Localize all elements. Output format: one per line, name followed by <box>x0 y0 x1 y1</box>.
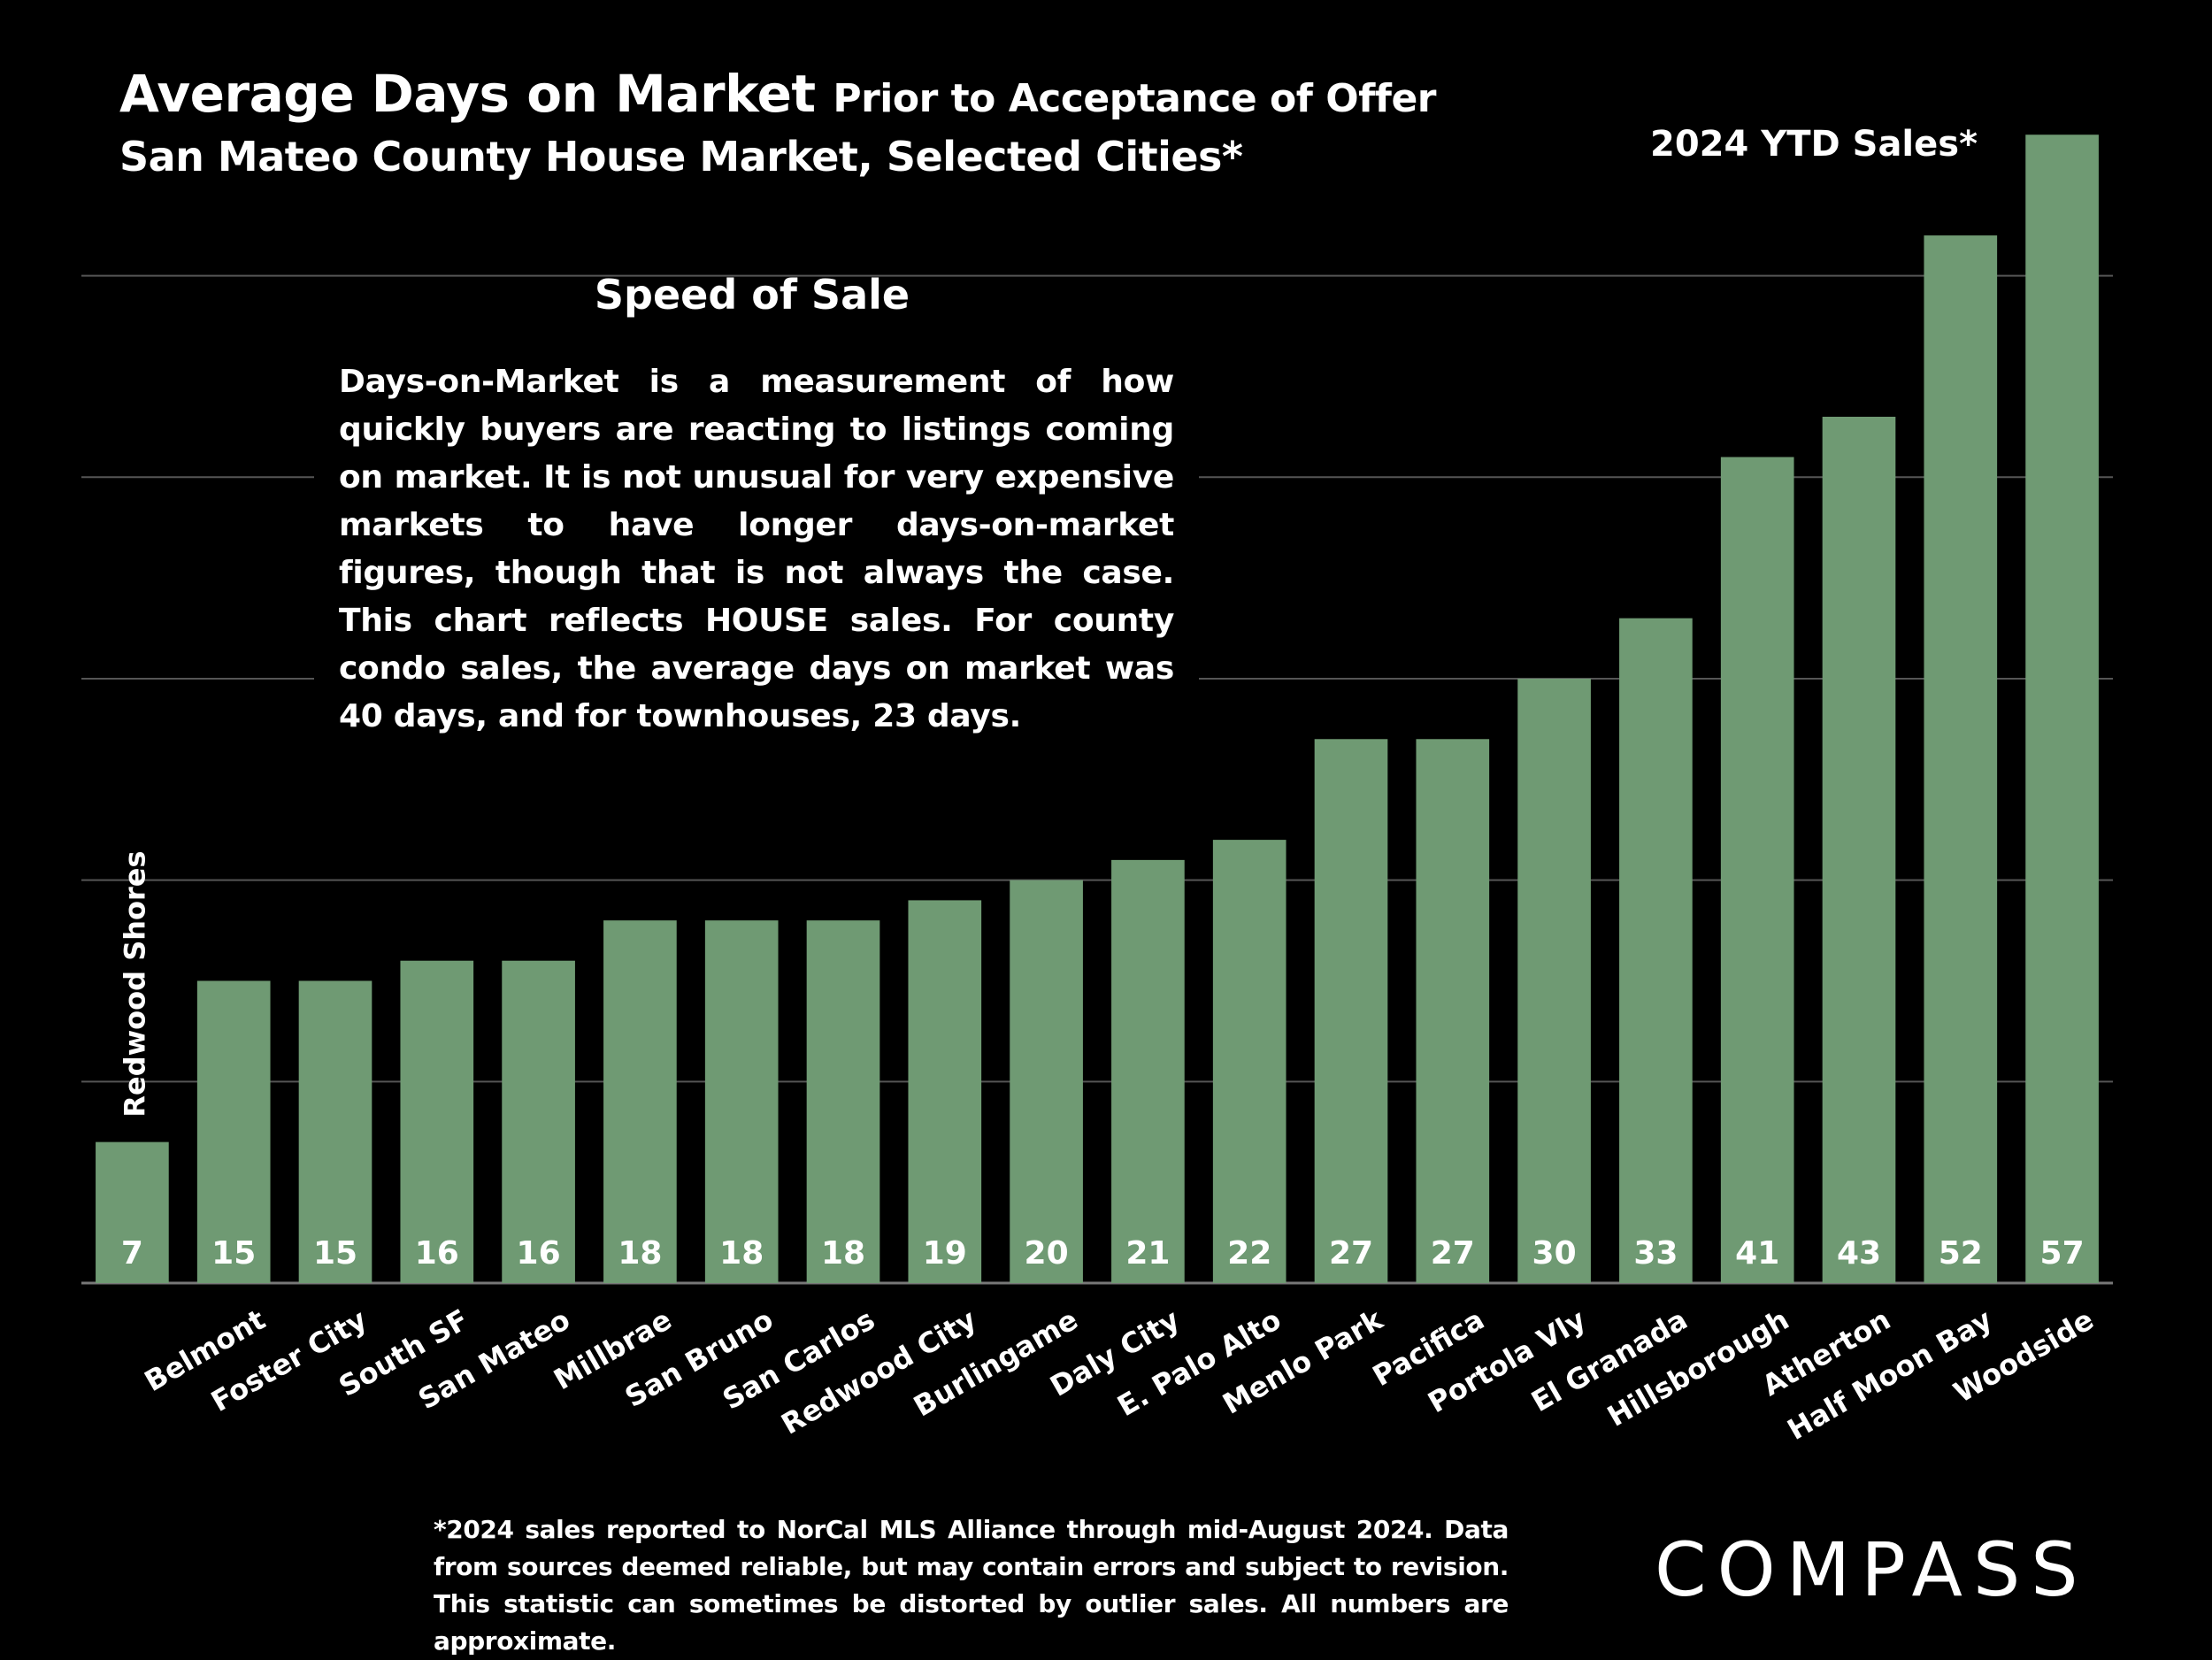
bar <box>1111 859 1185 1283</box>
chart-title: Average Days on Market Prior to Acceptan… <box>119 64 1436 124</box>
data-label: 19 <box>923 1235 967 1272</box>
data-label: 15 <box>211 1235 256 1272</box>
bar <box>1822 416 1896 1283</box>
data-label: 7 <box>121 1235 143 1272</box>
callout-title: Speed of Sale <box>594 271 910 319</box>
data-label: 18 <box>821 1235 865 1272</box>
bar <box>298 980 373 1283</box>
data-label: 52 <box>1939 1235 1983 1272</box>
bar <box>1416 739 1490 1283</box>
bar <box>806 920 880 1283</box>
bar <box>1720 457 1794 1283</box>
data-label: 20 <box>1025 1235 1069 1272</box>
title-text: Average Days on Market <box>119 64 816 124</box>
bar <box>704 920 779 1283</box>
footnote: *2024 sales reported to NorCal MLS Allia… <box>434 1515 1509 1656</box>
data-label: 27 <box>1431 1235 1475 1272</box>
data-label: 57 <box>2040 1235 2085 1272</box>
bar <box>1010 880 1083 1283</box>
data-label: 15 <box>313 1235 357 1272</box>
data-label: 18 <box>719 1235 764 1272</box>
bar <box>400 960 474 1283</box>
data-label: 16 <box>415 1235 459 1272</box>
bar <box>502 960 575 1283</box>
category-label: Redwood Shores <box>118 850 151 1117</box>
bar <box>1517 678 1591 1283</box>
ytd-label: 2024 YTD Sales* <box>1650 124 1978 165</box>
bar <box>1619 618 1693 1283</box>
bar <box>1212 840 1286 1283</box>
data-label: 16 <box>517 1235 561 1272</box>
data-label: 41 <box>1735 1235 1779 1272</box>
data-label: 22 <box>1227 1235 1271 1272</box>
bar <box>196 980 271 1283</box>
bar <box>908 900 982 1283</box>
compass-logo: COMPASS <box>1655 1526 2089 1613</box>
bar <box>603 920 677 1283</box>
data-label: 30 <box>1532 1235 1577 1272</box>
data-label: 27 <box>1329 1235 1373 1272</box>
bar <box>2025 134 2099 1283</box>
bar <box>96 1141 169 1283</box>
bar <box>1924 235 1998 1284</box>
data-label: 33 <box>1633 1235 1678 1272</box>
data-label: 43 <box>1837 1235 1881 1272</box>
data-label: 21 <box>1125 1235 1170 1272</box>
data-label: 18 <box>618 1235 662 1272</box>
bar <box>1314 739 1388 1283</box>
callout-text: Days-on-Market is a measurement of how q… <box>314 358 1199 741</box>
title-suffix: Prior to Acceptance of Offer <box>833 76 1436 121</box>
chart-subtitle: San Mateo County House Market, Selected … <box>119 133 1243 181</box>
